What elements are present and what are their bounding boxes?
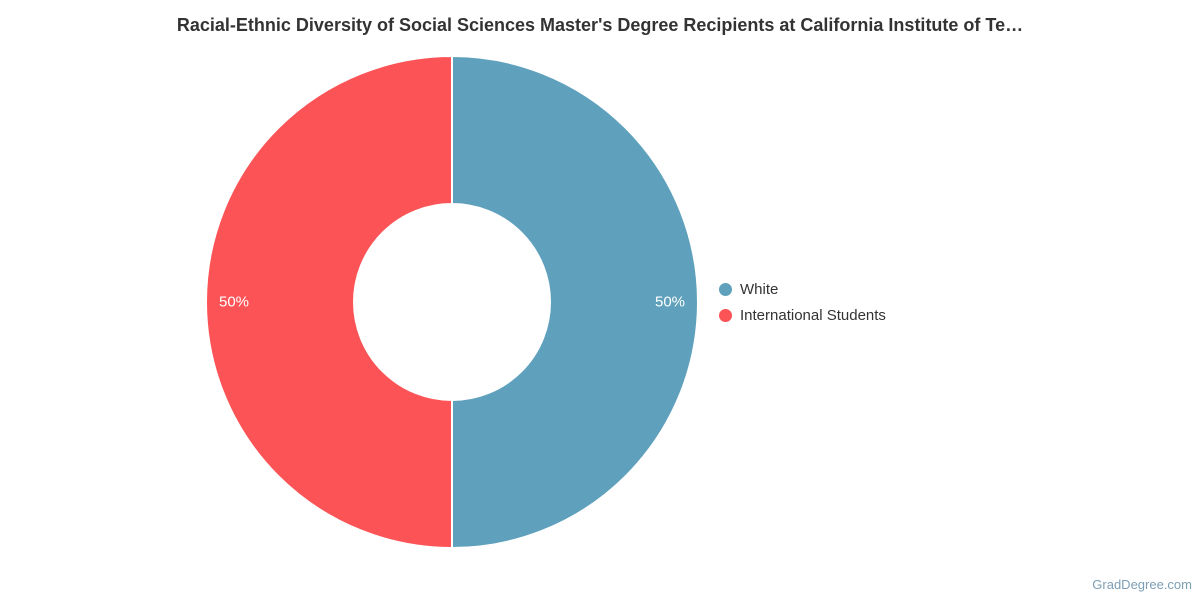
pie-slice-white[interactable] [451,55,699,549]
pie-slice-international-students[interactable] [205,55,453,549]
legend-item-label: International Students [740,306,886,324]
legend-marker-icon [719,308,732,322]
legend-item-white[interactable]: White [719,276,886,302]
watermark-link[interactable]: GradDegree.com [1092,577,1192,592]
legend: White International Students [719,276,886,328]
slice-label-white: 50% [655,294,685,311]
legend-item-label: White [740,280,779,298]
slice-label-international-students: 50% [219,294,249,311]
legend-item-international-students[interactable]: International Students [719,302,886,328]
chart-title: Racial-Ethnic Diversity of Social Scienc… [176,15,1024,35]
legend-marker-icon [719,282,732,296]
